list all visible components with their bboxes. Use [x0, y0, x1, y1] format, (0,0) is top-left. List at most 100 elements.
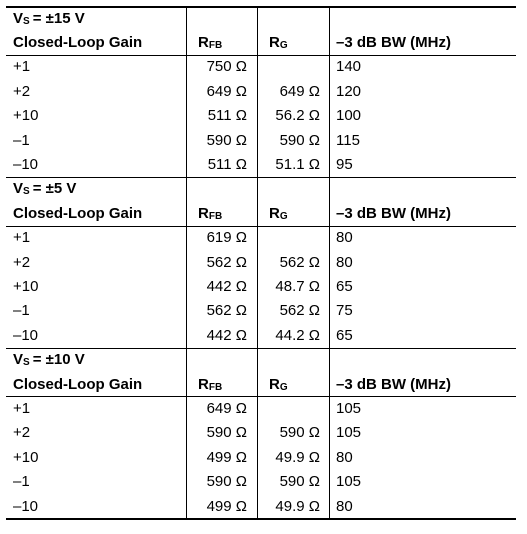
cell-rg: 590 Ω — [279, 424, 320, 442]
table-row: +2 590 Ω 590 Ω 105 — [6, 421, 516, 445]
header-rg-sub: G — [279, 381, 288, 393]
cell-rg: 562 Ω — [279, 302, 320, 320]
cell-rfb: 649 Ω — [206, 82, 247, 100]
header-rule — [6, 54, 516, 56]
header-rg-main: R — [269, 375, 280, 393]
table-row: +2 562 Ω 562 Ω 80 — [6, 250, 516, 274]
column-divider — [257, 176, 258, 348]
cell-bw: 65 — [336, 326, 353, 344]
cell-bw: 115 — [336, 131, 360, 149]
supply-label: V S = ±10 V — [13, 347, 85, 371]
cell-rfb: 499 Ω — [206, 448, 247, 466]
cell-rfb: 619 Ω — [206, 229, 247, 247]
cell-bw: 140 — [336, 58, 362, 76]
table-row: +10 499 Ω 49.9 Ω 80 — [6, 445, 516, 469]
supply-subscript: S — [23, 15, 30, 27]
cell-bw: 95 — [336, 156, 353, 174]
cell-rg: 590 Ω — [279, 131, 320, 149]
header-bw: –3 dB BW (MHz) — [336, 204, 451, 222]
cell-rg: 44.2 Ω — [275, 326, 320, 344]
cell-bw: 120 — [336, 82, 362, 100]
section-rule — [6, 347, 516, 349]
cell-rg: 649 Ω — [279, 82, 320, 100]
supply-row: V S = ±10 V — [6, 347, 516, 371]
column-divider — [329, 347, 330, 519]
cell-rfb: 499 Ω — [206, 497, 247, 515]
cell-gain: –1 — [13, 131, 30, 149]
cell-bw: 80 — [336, 448, 353, 466]
cell-rg: 48.7 Ω — [275, 277, 320, 295]
cell-rfb: 750 Ω — [206, 58, 247, 76]
cell-gain: +10 — [13, 448, 39, 466]
table-top-rule — [6, 6, 516, 8]
header-rfb: R FB — [198, 201, 222, 225]
supply-value: = ±10 V — [32, 351, 85, 369]
cell-bw: 80 — [336, 497, 353, 515]
header-rfb-sub: FB — [208, 40, 223, 52]
cell-gain: +2 — [13, 424, 31, 442]
cell-gain: +1 — [13, 229, 31, 247]
header-rfb-sub: FB — [208, 210, 223, 222]
header-rg-sub: G — [279, 40, 288, 52]
cell-rfb: 590 Ω — [206, 424, 247, 442]
table-row: –1 590 Ω 590 Ω 105 — [6, 469, 516, 493]
header-gain: Closed-Loop Gain — [13, 34, 143, 52]
cell-gain: +1 — [13, 58, 31, 76]
header-rfb: R FB — [198, 372, 222, 396]
cell-bw: 105 — [336, 399, 362, 417]
cell-rfb: 442 Ω — [206, 277, 247, 295]
gain-resistor-table: V S = ±15 V Closed-Loop Gain R FB R G –3 dB BW (… — [6, 6, 516, 521]
supply-value: = ±5 V — [32, 180, 77, 198]
supply-subscript: S — [23, 357, 30, 369]
header-rfb: R FB — [198, 30, 222, 54]
column-divider — [329, 176, 330, 348]
cell-gain: –10 — [13, 326, 39, 344]
cell-rfb: 590 Ω — [206, 131, 247, 149]
supply-subscript: S — [23, 186, 30, 198]
table-row: +2 649 Ω 649 Ω 120 — [6, 79, 516, 103]
cell-bw: 75 — [336, 302, 353, 320]
header-bw: –3 dB BW (MHz) — [336, 34, 451, 52]
supply-v: V — [13, 180, 24, 198]
supply-v: V — [13, 351, 24, 369]
cell-bw: 105 — [336, 473, 362, 491]
cell-bw: 100 — [336, 107, 362, 125]
table-row: –1 562 Ω 562 Ω 75 — [6, 299, 516, 323]
cell-bw: 105 — [336, 424, 362, 442]
supply-v: V — [13, 9, 24, 27]
cell-rfb: 511 Ω — [207, 156, 247, 174]
cell-rg: 590 Ω — [279, 473, 320, 491]
section-rule — [6, 176, 516, 178]
table-row: –1 590 Ω 590 Ω 115 — [6, 128, 516, 152]
section-3: V S = ±10 V Closed-Loop Gain R FB R G –3 dB BW (… — [6, 347, 516, 518]
column-divider — [186, 347, 187, 519]
table-row: –10 511 Ω 51.1 Ω 95 — [6, 152, 516, 176]
header-gain: Closed-Loop Gain — [13, 375, 143, 393]
header-rfb-main: R — [198, 204, 209, 222]
cell-rg: 51.1 Ω — [275, 156, 320, 174]
supply-row: V S = ±15 V — [6, 6, 516, 30]
cell-gain: –10 — [13, 497, 39, 515]
column-header-row: Closed-Loop Gain R FB R G –3 dB BW (MHz) — [6, 372, 516, 396]
header-rfb-sub: FB — [208, 381, 223, 393]
header-rg-main: R — [269, 204, 280, 222]
section-1: V S = ±15 V Closed-Loop Gain R FB R G –3 dB BW (… — [6, 6, 516, 177]
cell-rfb: 562 Ω — [206, 253, 247, 271]
column-divider — [186, 6, 187, 177]
cell-rg — [264, 396, 328, 420]
supply-row: V S = ±5 V — [6, 177, 516, 201]
header-rfb-main: R — [198, 375, 209, 393]
cell-gain: –1 — [13, 473, 30, 491]
column-divider — [329, 6, 330, 177]
supply-label: V S = ±5 V — [13, 177, 76, 201]
supply-label: V S = ±15 V — [13, 6, 85, 30]
cell-rg: 49.9 Ω — [275, 497, 320, 515]
cell-rfb: 649 Ω — [206, 399, 247, 417]
header-rg-main: R — [269, 34, 280, 52]
section-2: V S = ±5 V Closed-Loop Gain R FB R G –3 dB BW (M… — [6, 177, 516, 348]
table-row: +1 649 Ω 105 — [6, 396, 516, 420]
column-divider — [257, 6, 258, 177]
supply-value: = ±15 V — [32, 9, 85, 27]
table-row: +10 442 Ω 48.7 Ω 65 — [6, 274, 516, 298]
cell-bw: 80 — [336, 253, 353, 271]
